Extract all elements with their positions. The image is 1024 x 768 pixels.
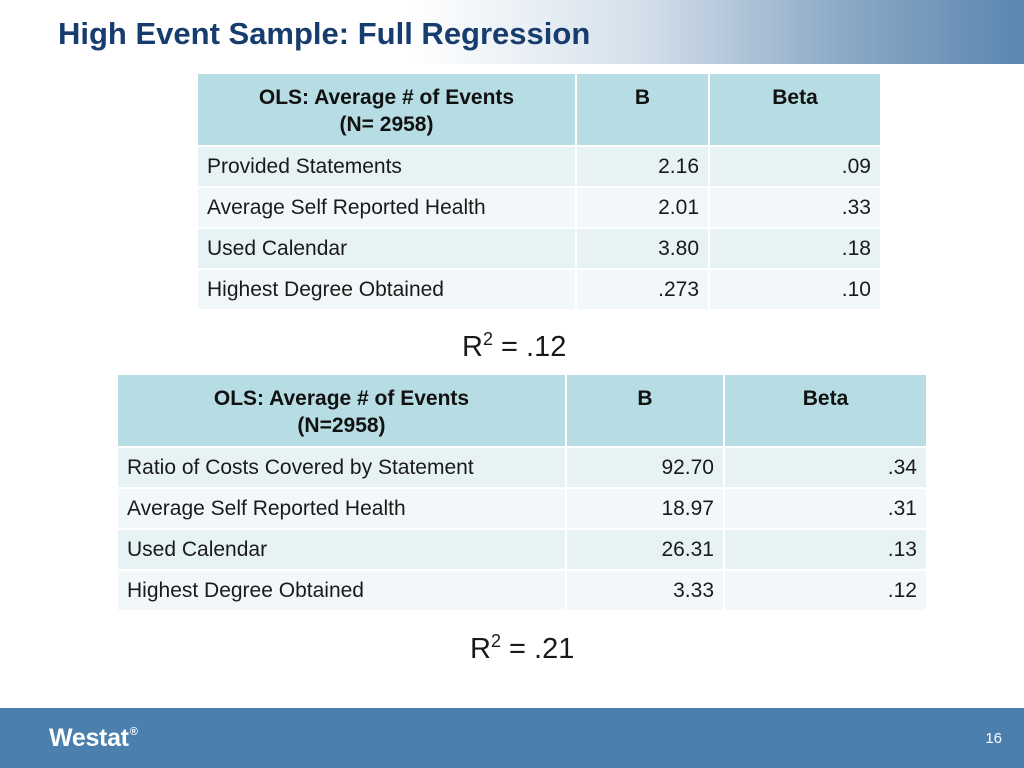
registered-mark: ® <box>129 726 138 738</box>
row-label: Used Calendar <box>198 228 577 270</box>
row-beta: .33 <box>709 187 880 229</box>
row-label: Average Self Reported Health <box>198 187 577 229</box>
r-squared-2: R2 = .21 <box>470 631 575 666</box>
page-number: 16 <box>985 730 1002 747</box>
r-symbol: R <box>462 331 483 363</box>
row-label: Average Self Reported Health <box>118 488 567 530</box>
row-beta: .31 <box>724 488 926 530</box>
row-b: 18.97 <box>566 488 725 530</box>
row-label: Highest Degree Obtained <box>198 269 577 311</box>
table-row: Average Self Reported Health 2.01 .33 <box>198 187 880 229</box>
table-header-row: OLS: Average # of Events (N= 2958) B Bet… <box>198 74 880 147</box>
row-beta: .18 <box>709 228 880 270</box>
row-beta: .34 <box>724 447 926 489</box>
row-beta: .09 <box>709 146 880 188</box>
table-row: Average Self Reported Health 18.97 .31 <box>118 488 926 530</box>
row-b: 3.80 <box>576 228 710 270</box>
header-model-line1: OLS: Average # of Events <box>213 387 470 410</box>
header-model-line1: OLS: Average # of Events <box>258 86 515 109</box>
header-b: B <box>566 375 725 448</box>
westat-logo: Westat® <box>49 724 138 753</box>
slide-title: High Event Sample: Full Regression <box>58 16 591 51</box>
row-b: 3.33 <box>566 570 725 612</box>
header-beta: Beta <box>724 375 926 448</box>
row-label: Used Calendar <box>118 529 567 571</box>
table-row: Used Calendar 3.80 .18 <box>198 228 880 270</box>
row-label: Provided Statements <box>198 146 577 188</box>
header-b: B <box>576 74 710 147</box>
header-model-line2: (N= 2958) <box>339 113 434 136</box>
r-value: = .12 <box>492 331 567 363</box>
regression-table-2: OLS: Average # of Events (N=2958) B Beta… <box>118 375 926 612</box>
table-row: Ratio of Costs Covered by Statement 92.7… <box>118 447 926 489</box>
row-beta: .10 <box>709 269 880 311</box>
r-exponent: 2 <box>482 329 493 349</box>
table-row: Highest Degree Obtained .273 .10 <box>198 269 880 311</box>
table-row: Used Calendar 26.31 .13 <box>118 529 926 571</box>
header-model-line2: (N=2958) <box>297 414 386 437</box>
logo-text: Westat <box>49 724 129 752</box>
row-beta: .13 <box>724 529 926 571</box>
table-row: Provided Statements 2.16 .09 <box>198 146 880 188</box>
row-label: Highest Degree Obtained <box>118 570 567 612</box>
r-symbol: R <box>470 633 491 665</box>
table-header-row: OLS: Average # of Events (N=2958) B Beta <box>118 375 926 448</box>
row-b: 26.31 <box>566 529 725 571</box>
footer-bar: Westat® 16 <box>0 708 1024 768</box>
row-beta: .12 <box>724 570 926 612</box>
header-beta: Beta <box>709 74 880 147</box>
table-row: Highest Degree Obtained 3.33 .12 <box>118 570 926 612</box>
r-value: = .21 <box>500 633 575 665</box>
header-model: OLS: Average # of Events (N= 2958) <box>198 74 577 147</box>
header-model: OLS: Average # of Events (N=2958) <box>118 375 567 448</box>
row-label: Ratio of Costs Covered by Statement <box>118 447 567 489</box>
r-squared-1: R2 = .12 <box>462 329 567 364</box>
regression-table-1: OLS: Average # of Events (N= 2958) B Bet… <box>198 74 880 311</box>
r-exponent: 2 <box>490 631 501 651</box>
title-bar <box>0 0 1024 64</box>
row-b: 2.01 <box>576 187 710 229</box>
row-b: 92.70 <box>566 447 725 489</box>
row-b: .273 <box>576 269 710 311</box>
row-b: 2.16 <box>576 146 710 188</box>
